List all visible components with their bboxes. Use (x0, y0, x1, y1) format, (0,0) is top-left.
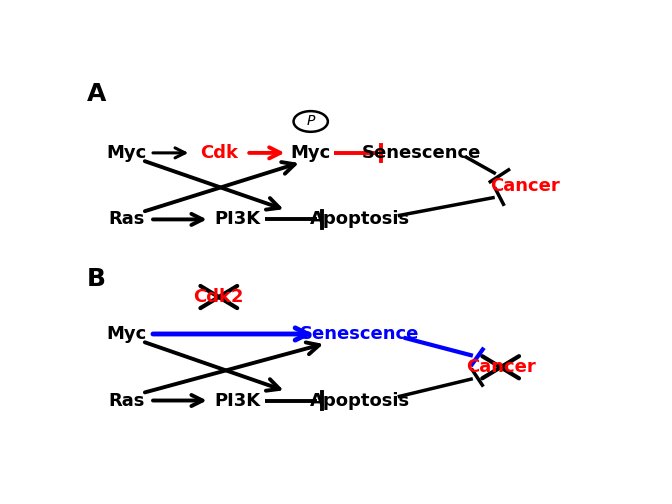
Text: Apoptosis: Apoptosis (310, 210, 410, 228)
Text: A: A (87, 82, 106, 106)
Text: Apoptosis: Apoptosis (310, 392, 410, 410)
Text: Cdk: Cdk (200, 144, 238, 162)
Text: Cancer: Cancer (466, 358, 536, 376)
Text: Myc: Myc (290, 144, 331, 162)
Text: PI3K: PI3K (214, 392, 260, 410)
Text: Myc: Myc (107, 144, 147, 162)
Text: Ras: Ras (109, 392, 145, 410)
Text: Cancer: Cancer (491, 177, 560, 195)
Text: Myc: Myc (107, 325, 147, 343)
Text: Ras: Ras (109, 210, 145, 228)
Text: Cdk2: Cdk2 (194, 288, 244, 306)
Text: Senescence: Senescence (362, 144, 480, 162)
Text: PI3K: PI3K (214, 210, 260, 228)
Text: P: P (306, 114, 315, 129)
Text: Senescence: Senescence (300, 325, 419, 343)
Text: B: B (87, 267, 106, 290)
